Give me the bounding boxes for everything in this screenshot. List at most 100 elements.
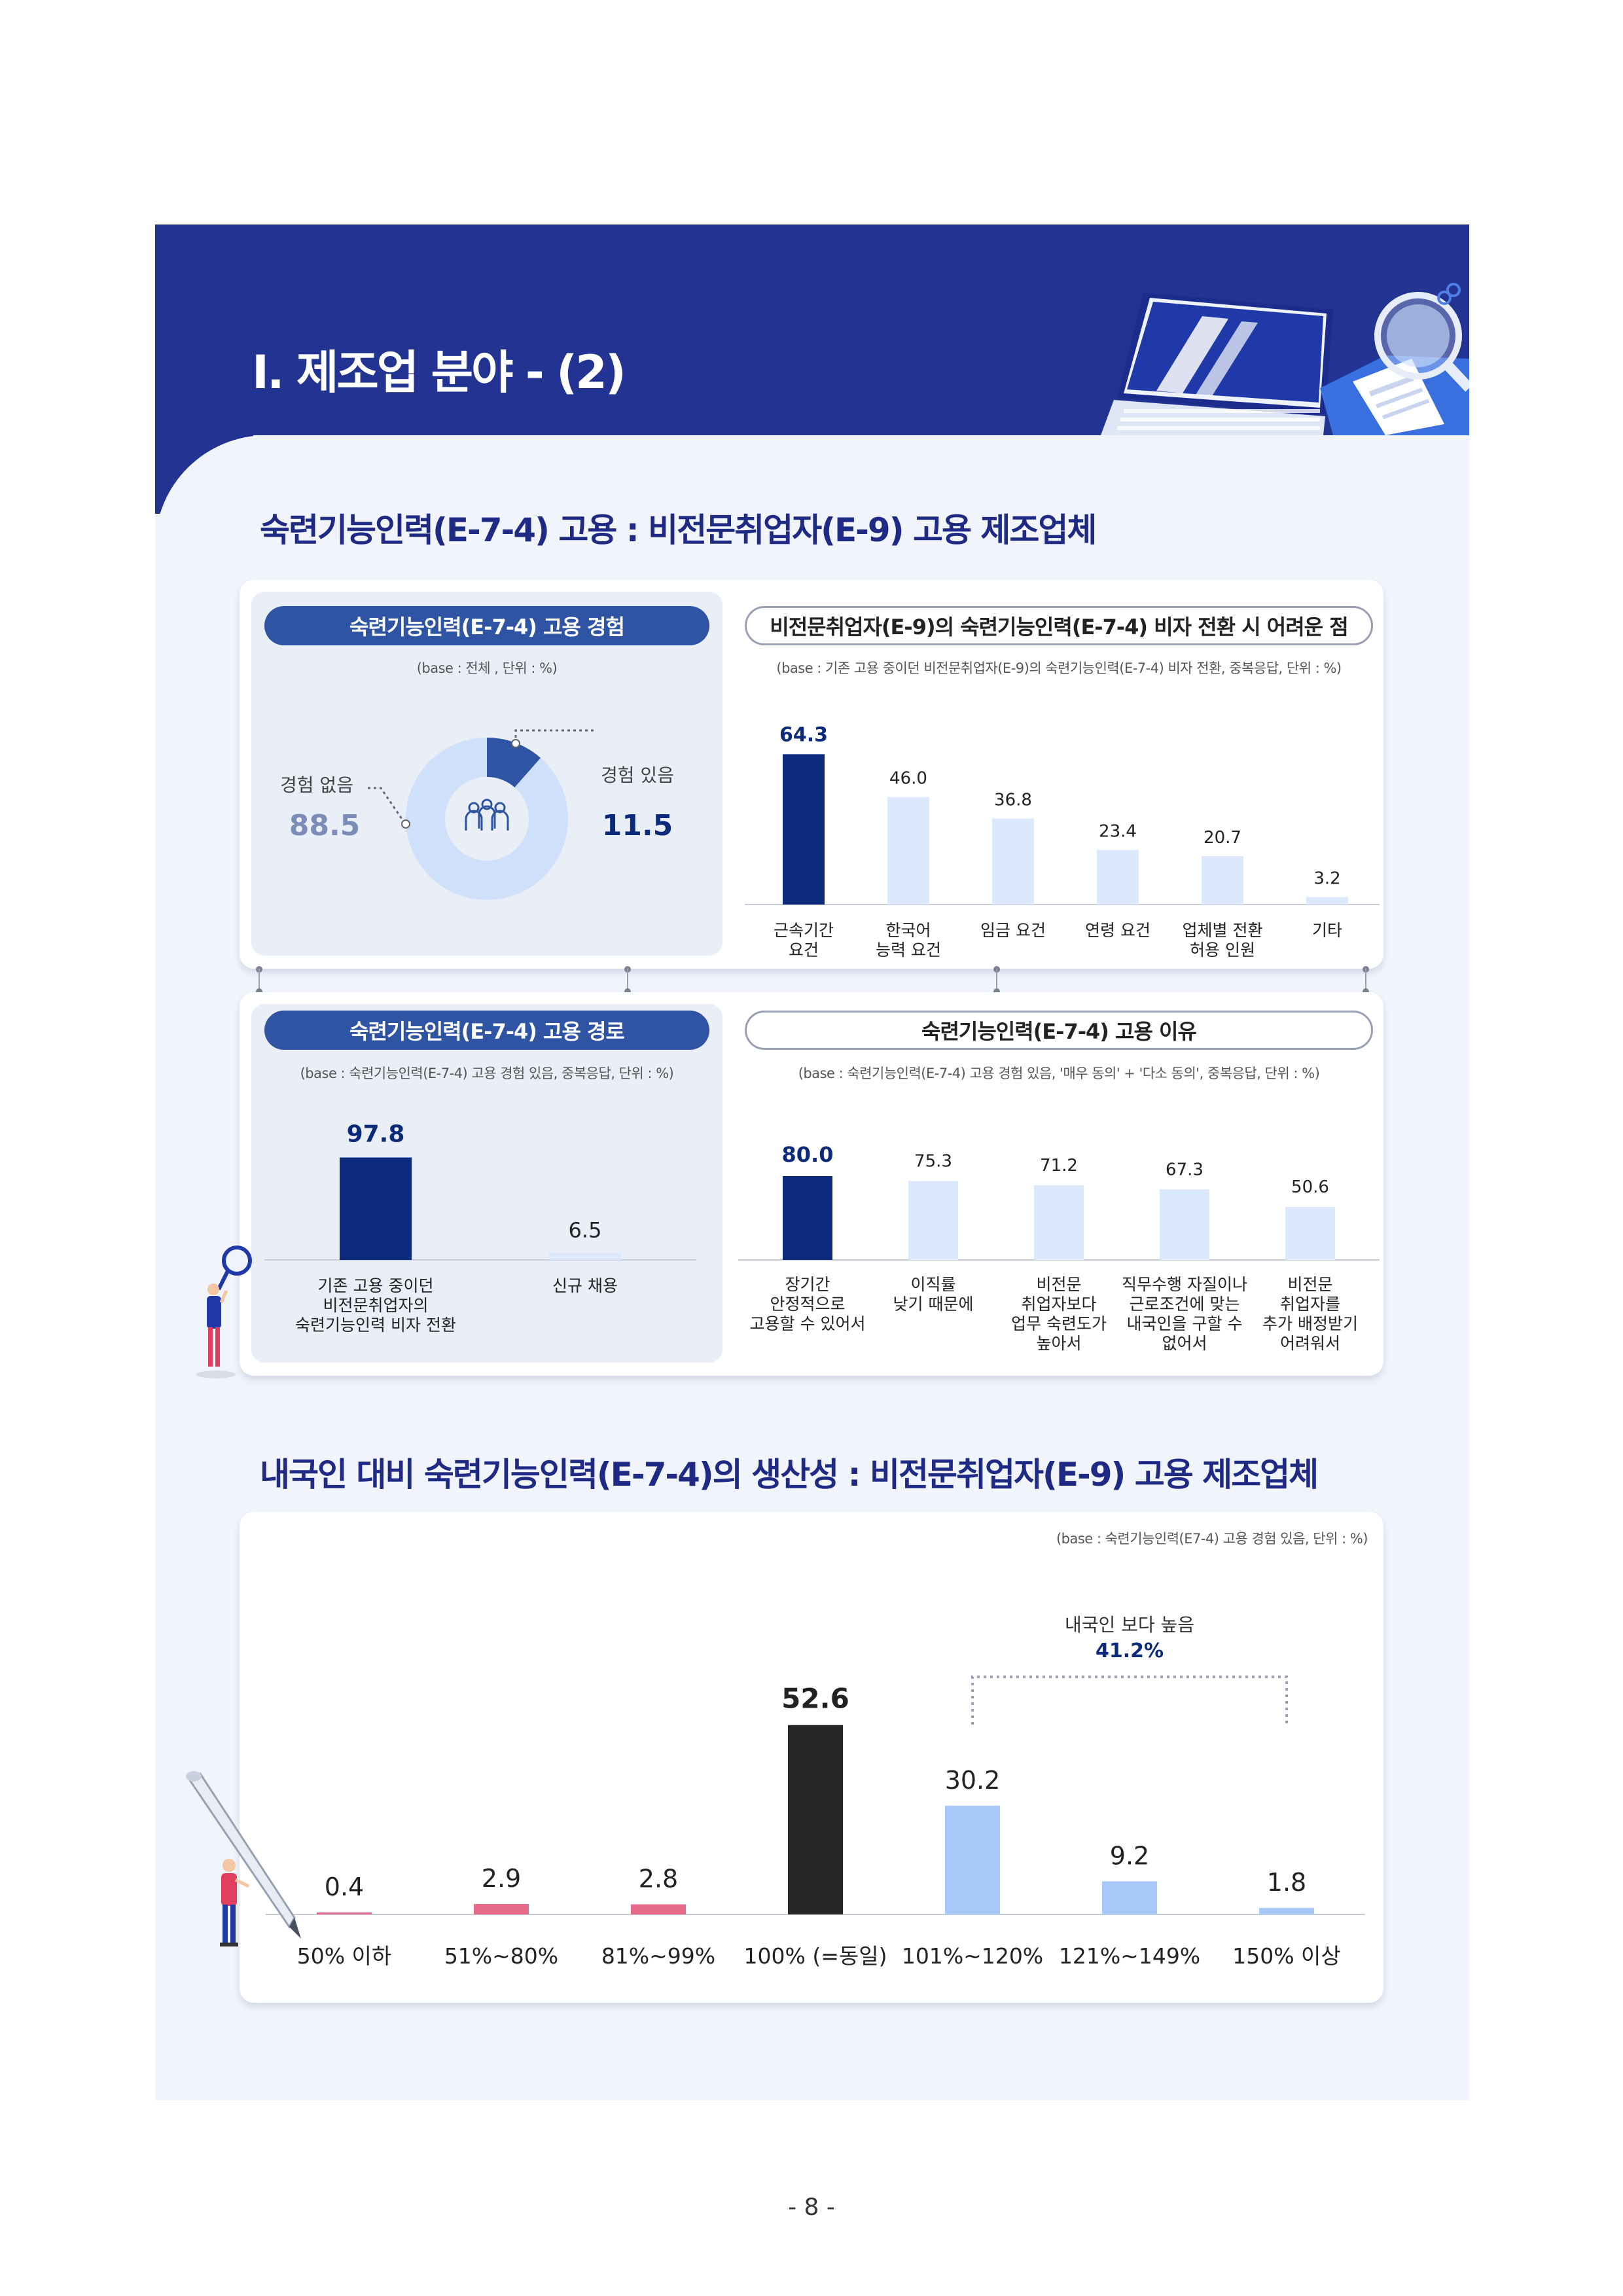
bar xyxy=(1160,1189,1209,1260)
donut-hole xyxy=(445,777,529,861)
value-experience: 11.5 xyxy=(602,809,673,842)
tick-label: 기존 고용 중이던 비전문취업자의 숙련기능인력 비자 전환 xyxy=(295,1276,456,1335)
link-icon xyxy=(1437,283,1461,305)
tick-label: 50% 이하 xyxy=(297,1943,392,1969)
connector-dot xyxy=(993,966,1000,995)
bar xyxy=(992,818,1034,905)
bar xyxy=(474,1904,529,1914)
bar xyxy=(783,1176,832,1260)
data-label: 6.5 xyxy=(569,1218,602,1243)
laptop-document-illustration xyxy=(1101,283,1469,435)
bar xyxy=(1202,856,1243,905)
data-label: 20.7 xyxy=(1204,828,1241,848)
leader-no-experience xyxy=(368,787,404,821)
data-label: 0.4 xyxy=(325,1873,364,1901)
connector-dot xyxy=(1363,966,1369,995)
data-label: 36.8 xyxy=(994,791,1032,810)
data-label: 46.0 xyxy=(889,769,927,789)
data-label: 67.3 xyxy=(1166,1160,1204,1179)
bar xyxy=(945,1805,1000,1914)
bar xyxy=(631,1904,686,1914)
bar xyxy=(783,754,825,905)
tick-label: 51%~80% xyxy=(444,1943,558,1969)
leader-experience xyxy=(514,729,595,744)
tick-label: 임금 요건 xyxy=(980,921,1046,940)
base-note-reason: (base : 숙련기능인력(E-7-4) 고용 경험 있음, '매우 동의' … xyxy=(798,1066,1320,1081)
subcard-route xyxy=(251,1004,722,1363)
bar xyxy=(340,1157,412,1260)
tick-label: 이직률 낮기 때문에 xyxy=(893,1275,974,1314)
tick-label: 81%~99% xyxy=(601,1943,715,1969)
annotation-label: 내국인 보다 높음 xyxy=(1065,1614,1194,1636)
tick-label: 121%~149% xyxy=(1059,1943,1200,1969)
data-label: 3.2 xyxy=(1313,869,1340,889)
label-experience: 경험 있음 xyxy=(601,764,674,786)
data-label: 9.2 xyxy=(1110,1841,1149,1870)
data-label: 50.6 xyxy=(1291,1177,1329,1197)
annotation-value: 41.2% xyxy=(1096,1640,1164,1662)
data-label: 71.2 xyxy=(1040,1156,1078,1175)
bar xyxy=(1306,897,1348,905)
base-note-difficulty: (base : 기존 고용 중이던 비전문취업자(E-9)의 숙련기능인력(E-… xyxy=(776,660,1342,676)
tick-label: 150% 이상 xyxy=(1232,1943,1341,1969)
data-label: 52.6 xyxy=(781,1683,849,1715)
data-label: 30.2 xyxy=(945,1766,1001,1795)
donut-chart: 경험 없음 88.5 경험 있음 11.5 xyxy=(280,729,674,900)
tick-label: 100% (=동일) xyxy=(744,1943,887,1969)
tick-label: 비전문 취업자를 추가 배정받기 어려워서 xyxy=(1262,1275,1358,1353)
chart-title-reason: 숙련기능인력(E-7-4) 고용 이유 xyxy=(745,1011,1373,1050)
bar xyxy=(1102,1881,1157,1914)
section-title-employment: 숙련기능인력(E-7-4) 고용 : 비전문취업자(E-9) 고용 제조업체 xyxy=(260,511,1097,549)
person-pen-illustration xyxy=(186,1771,301,1946)
bar-chart-route: 97.8 기존 고용 중이던 비전문취업자의 숙련기능인력 비자 전환 6.5 신규 채용 xyxy=(264,1121,696,1335)
tick-label: 장기간 안정적으로 고용할 수 있어서 xyxy=(750,1275,866,1333)
chart-title-route: 숙련기능인력(E-7-4) 고용 경로 xyxy=(264,1011,709,1050)
value-no-experience: 88.5 xyxy=(289,809,361,842)
tick-label: 기타 xyxy=(1312,921,1342,940)
chart-title-difficulty: 비전문취업자(E-9)의 숙련기능인력(E-7-4) 비자 전환 시 어려운 점 xyxy=(745,606,1373,645)
base-note-productivity: (base : 숙련기능인력(E7-4) 고용 경험 있음, 단위 : %) xyxy=(1056,1531,1368,1547)
tick-label: 101%~120% xyxy=(902,1943,1043,1969)
laptop-icon xyxy=(1101,293,1333,435)
data-label: 97.8 xyxy=(347,1121,405,1148)
base-note-experience: (base : 전체 , 단위 : %) xyxy=(416,660,558,676)
bar xyxy=(1034,1185,1084,1260)
base-note-route: (base : 숙련기능인력(E-7-4) 고용 경험 있음, 중복응답, 단위… xyxy=(300,1066,674,1081)
data-label: 64.3 xyxy=(779,723,828,746)
person-magnifier-illustration xyxy=(196,1246,252,1378)
connector-dot xyxy=(256,966,262,995)
data-label: 23.4 xyxy=(1099,821,1137,841)
section-title-productivity: 내국인 대비 숙련기능인력(E-7-4)의 생산성 : 비전문취업자(E-9) … xyxy=(260,1456,1319,1494)
data-label: 2.8 xyxy=(639,1865,678,1893)
bar xyxy=(1259,1908,1314,1914)
tick-label: 직무수행 자질이나 근로조건에 맞는 내국인을 구할 수 없어서 xyxy=(1122,1275,1247,1353)
connector-dot xyxy=(624,966,631,995)
bar-chart-productivity: 0.4 50% 이하 2.9 51%~80% 2.8 81%~99% 52.6 100% (=… xyxy=(266,1614,1365,1969)
chart-title-experience: 숙련기능인력(E-7-4) 고용 경험 xyxy=(264,606,709,645)
bar xyxy=(788,1725,843,1914)
data-label: 1.8 xyxy=(1267,1868,1306,1897)
bar xyxy=(317,1912,372,1914)
tick-label: 한국어 능력 요건 xyxy=(876,921,941,960)
bar xyxy=(549,1253,621,1260)
annotation-bracket xyxy=(971,1676,1288,1725)
tick-label: 업체별 전환 허용 인원 xyxy=(1183,921,1263,960)
label-no-experience: 경험 없음 xyxy=(280,774,353,796)
people-group-icon xyxy=(465,798,509,831)
magnifier-icon xyxy=(1374,292,1469,392)
tick-label: 근속기간 요건 xyxy=(774,921,834,960)
bar-chart-difficulty: 64.3 근속기간 요건 46.0 한국어 능력 요건 36.8 임금 요건 23.4 연령 요건… xyxy=(745,723,1380,960)
page-number: - 8 - xyxy=(788,2194,835,2221)
bar-chart-reason: 80.0 장기간 안정적으로 고용할 수 있어서 75.3 이직률 낮기 때문에 71.2 비전… xyxy=(738,1142,1380,1353)
bar xyxy=(1285,1207,1335,1260)
bar xyxy=(887,797,929,905)
data-label: 80.0 xyxy=(782,1142,834,1167)
tick-label: 신규 채용 xyxy=(552,1276,618,1295)
page-title: Ⅰ. 제조업 분야 - (2) xyxy=(252,346,626,399)
tick-label: 연령 요건 xyxy=(1085,921,1150,940)
data-label: 75.3 xyxy=(914,1152,952,1172)
bar xyxy=(1097,850,1139,905)
tick-label: 비전문 취업자보다 업무 숙련도가 높아서 xyxy=(1011,1275,1107,1353)
bar xyxy=(908,1181,958,1260)
data-label: 2.9 xyxy=(482,1864,521,1893)
